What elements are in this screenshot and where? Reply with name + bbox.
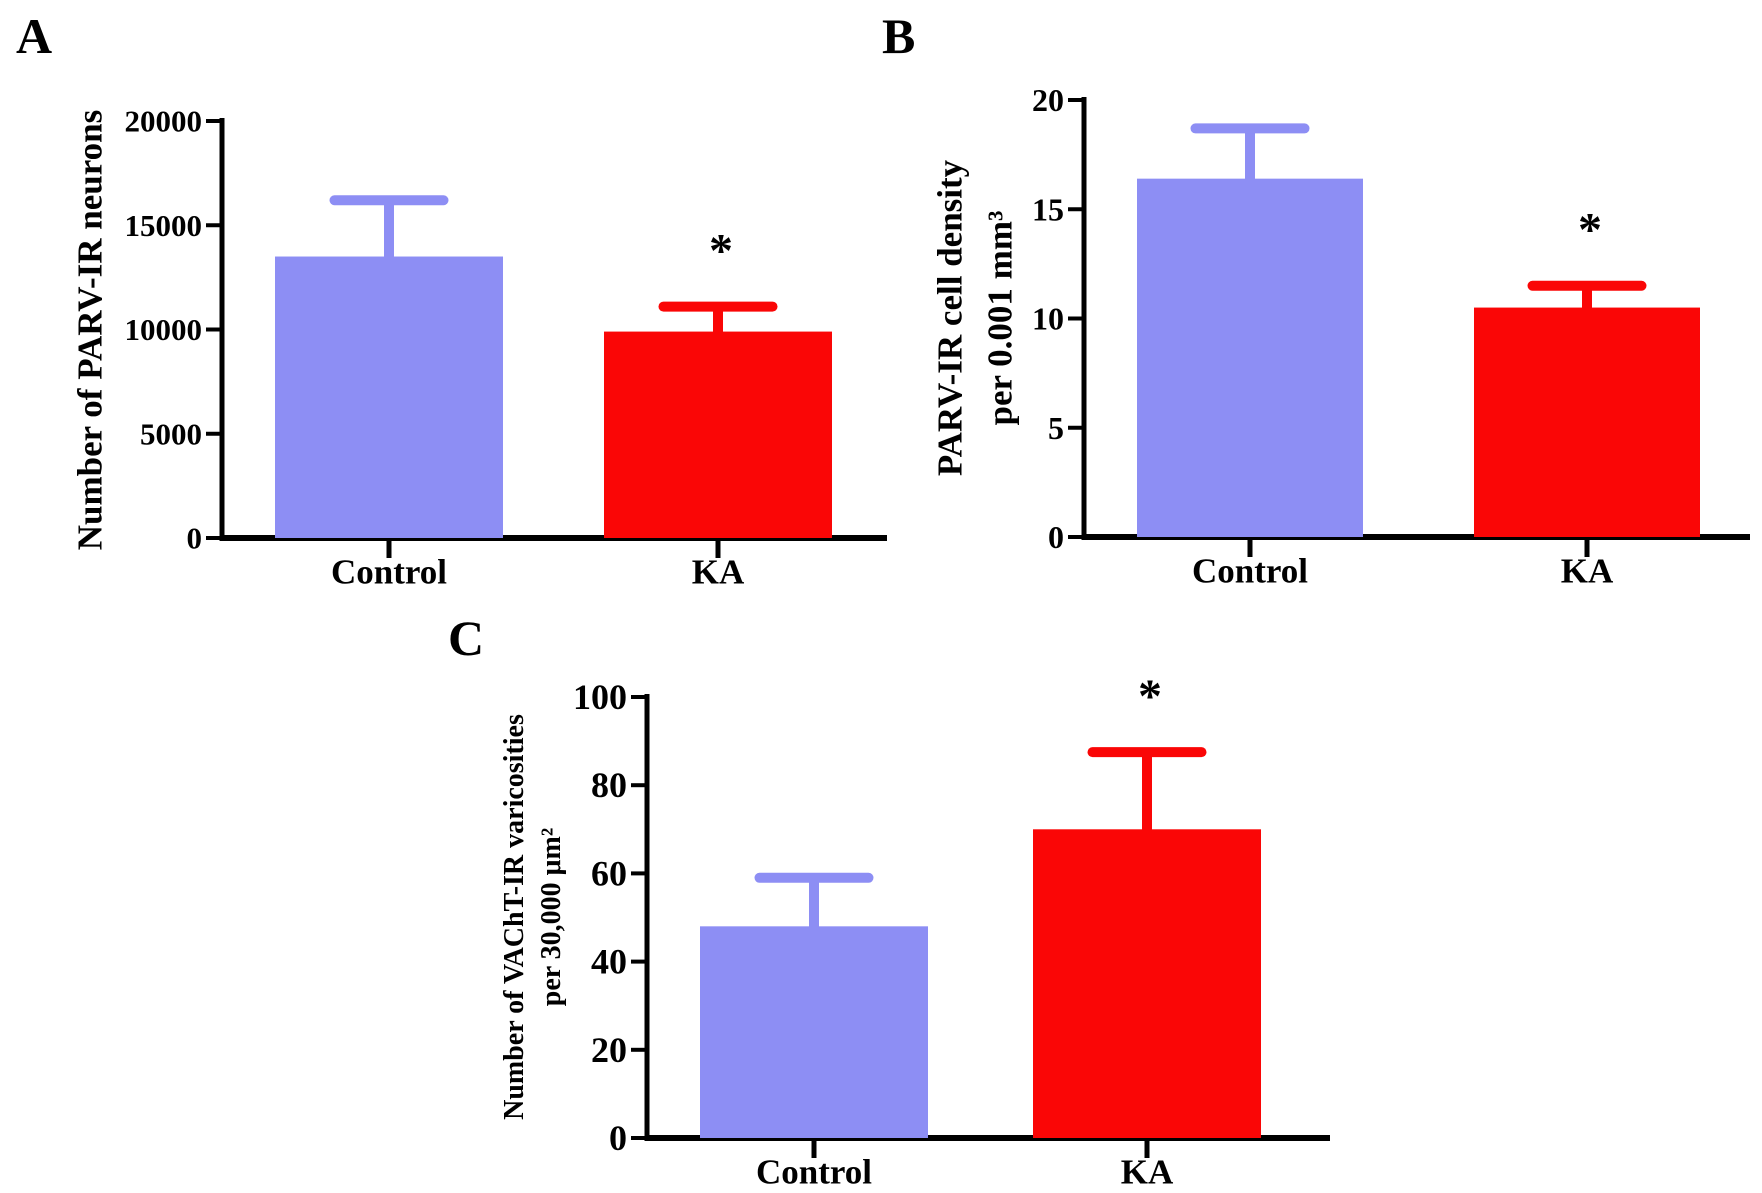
x-category-label-ka: KA bbox=[1561, 552, 1614, 591]
y-tick-label: 20000 bbox=[125, 104, 203, 139]
bar-control bbox=[275, 256, 503, 538]
error-bar-cap-ka bbox=[1087, 747, 1207, 758]
significance-asterisk: * bbox=[709, 225, 733, 278]
y-tick-label: 5 bbox=[1048, 410, 1064, 446]
y-tick-label: 0 bbox=[1048, 519, 1064, 555]
y-tick-label: 10 bbox=[1032, 301, 1064, 337]
x-category-label-ka: KA bbox=[1121, 1153, 1174, 1192]
y-axis-title-line: PARV-IR cell density bbox=[931, 159, 970, 476]
error-bar-cap-control bbox=[754, 872, 874, 883]
y-axis-title-line: Number of PARV-IR neurons bbox=[71, 110, 110, 551]
y-axis-title: Number of VAChT-IR varicosities per 30,00… bbox=[499, 714, 567, 1120]
panel-letter-a: A bbox=[16, 8, 52, 64]
x-category-label-ka: KA bbox=[692, 553, 745, 592]
bar-ka bbox=[1033, 829, 1261, 1138]
y-axis-title-line: per 0.001 mm³ bbox=[981, 211, 1020, 426]
y-tick-label: 80 bbox=[591, 765, 627, 805]
y-axis-title-line: Number of VAChT-IR varicosities bbox=[499, 714, 530, 1120]
y-tick-label: 20 bbox=[1032, 82, 1064, 118]
y-tick-label: 10000 bbox=[125, 312, 203, 347]
y-axis-title: PARV-IR cell density per 0.001 mm³ bbox=[931, 159, 1020, 476]
panel-letter-c: C bbox=[448, 610, 484, 666]
y-axis-title: Number of PARV-IR neurons bbox=[71, 110, 110, 551]
error-bar-cap-ka bbox=[1527, 280, 1647, 291]
y-tick-label: 100 bbox=[573, 677, 627, 717]
panel-b: B 0 5 10 15 20 PARV-IR cell density per 0.001 m… bbox=[882, 8, 1750, 591]
bar-control bbox=[1137, 178, 1363, 537]
y-tick-label: 0 bbox=[187, 521, 203, 556]
significance-asterisk: * bbox=[1578, 204, 1602, 257]
y-axis-title-line: per 30,000 μm² bbox=[536, 828, 567, 1007]
y-tick-label: 15 bbox=[1032, 191, 1064, 227]
bar-ka bbox=[1474, 307, 1700, 537]
y-tick-label: 60 bbox=[591, 853, 627, 893]
x-category-label-control: Control bbox=[756, 1153, 872, 1192]
y-tick-label: 5000 bbox=[140, 416, 202, 451]
bar-ka bbox=[604, 331, 832, 538]
bar-control bbox=[700, 926, 928, 1138]
x-category-label-control: Control bbox=[331, 553, 447, 592]
y-tick-label: 20 bbox=[591, 1030, 627, 1070]
error-bar-cap-control bbox=[1190, 123, 1310, 134]
y-tick-label: 0 bbox=[609, 1118, 627, 1158]
significance-asterisk: * bbox=[1138, 670, 1162, 723]
y-tick-label: 15000 bbox=[125, 208, 203, 243]
error-bar-cap-control bbox=[329, 195, 449, 206]
error-bar-cap-ka bbox=[658, 301, 778, 312]
x-category-label-control: Control bbox=[1192, 552, 1308, 591]
panel-a: A 0 5000 10000 15000 20000 Number of PARV-IR n… bbox=[16, 8, 887, 592]
panel-letter-b: B bbox=[882, 8, 915, 64]
y-tick-label: 40 bbox=[591, 942, 627, 982]
